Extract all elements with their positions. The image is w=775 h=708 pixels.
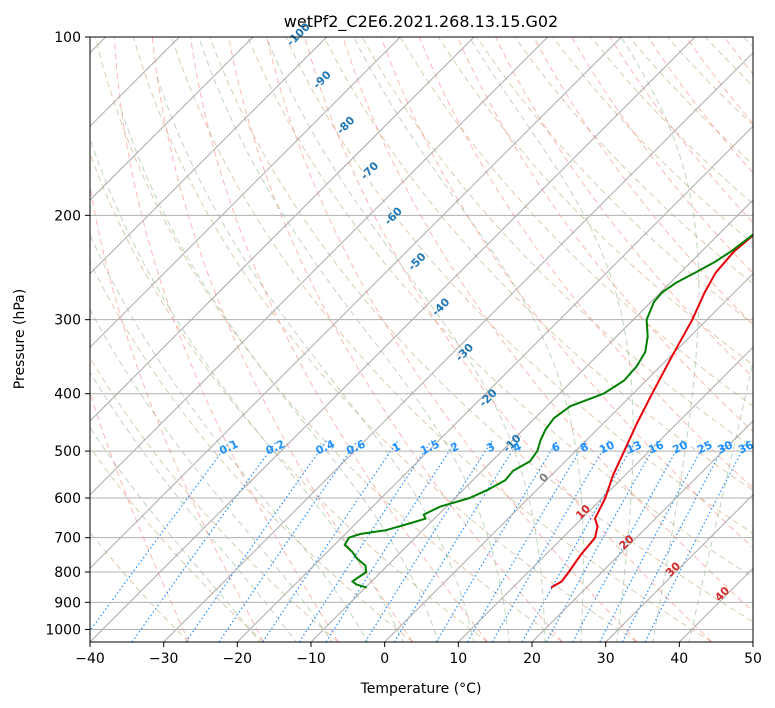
moist-adiabat <box>155 72 475 642</box>
isotherm <box>90 37 549 496</box>
dry-adiabat <box>247 37 753 578</box>
warm-adiabat <box>418 37 753 489</box>
mixing-ratio-line <box>491 440 609 642</box>
dry-adiabat <box>171 37 712 642</box>
plot-area <box>90 37 753 642</box>
mixing-ratio-label: 25 <box>695 438 714 456</box>
x-tick-label: 0 <box>380 651 389 667</box>
dry-adiabat <box>514 37 753 285</box>
y-tick-label: 500 <box>54 444 81 460</box>
mixing-ratio-line <box>545 440 659 642</box>
y-axis-label: Pressure (hPa) <box>12 289 28 389</box>
dry-adiabat <box>94 37 563 642</box>
isotherm <box>90 37 254 201</box>
moist-adiabat <box>90 308 333 642</box>
x-tick-label: 20 <box>523 651 541 667</box>
mixing-ratio-line <box>262 440 399 642</box>
moist-adiabat <box>90 371 297 642</box>
warm-adiabat <box>189 37 488 642</box>
isotherm <box>531 420 753 642</box>
y-axis: 100 200 300 400 500 600 700 800 900 1000 <box>45 30 90 638</box>
y-tick-label: 600 <box>54 491 81 507</box>
x-tick-label: 30 <box>597 651 615 667</box>
moist-adiabat <box>90 233 369 642</box>
moist-adiabat <box>118 104 440 642</box>
x-tick-label: 10 <box>449 651 467 667</box>
isotherm <box>163 51 753 642</box>
y-tick-label: 800 <box>54 565 81 581</box>
y-tick-label: 100 <box>54 30 81 46</box>
y-tick-label: 400 <box>54 387 81 403</box>
sounding-profiles <box>343 233 753 589</box>
dry-adiabat <box>285 37 753 535</box>
isotherm <box>90 37 622 570</box>
isotherm <box>384 272 753 642</box>
mixing-ratio-label: 20 <box>671 438 691 456</box>
mixing-ratio-line <box>466 440 587 642</box>
mixing-ratio-line <box>572 440 683 642</box>
mixing-ratio-line <box>435 440 558 642</box>
isotherm <box>90 37 696 642</box>
warm-adiabat <box>151 37 414 642</box>
mixing-ratio-line <box>90 440 231 632</box>
warm-adiabat <box>228 37 563 642</box>
isotherm <box>457 346 753 642</box>
x-tick-label: 40 <box>670 651 688 667</box>
mixing-ratio-line <box>325 440 457 642</box>
dry-adiabat <box>90 260 414 642</box>
isotherm <box>90 37 475 422</box>
warm-adiabat <box>342 37 753 613</box>
mixing-ratio-line <box>644 440 748 642</box>
x-tick-label: −40 <box>75 651 105 667</box>
isotherm <box>605 493 753 642</box>
x-tick-label: −20 <box>223 651 253 667</box>
moist-adiabat <box>90 426 261 642</box>
dry-adiabat <box>132 37 638 642</box>
y-tick-label: 700 <box>54 531 81 547</box>
mixing-ratio-line <box>131 440 278 642</box>
mixing-ratio-line <box>521 440 637 642</box>
warm-adiabat <box>266 37 638 642</box>
mixing-ratio-line <box>185 440 328 642</box>
mixing-ratio-label: 13 <box>624 438 643 456</box>
x-tick-label: −10 <box>296 651 326 667</box>
dry-adiabat <box>323 37 753 491</box>
mixing-ratio-label: 30 <box>716 438 736 456</box>
y-tick-label: 900 <box>54 595 81 611</box>
x-axis: −40 −30 −20 −10 0 10 20 30 40 50 <box>75 642 762 667</box>
plot-frame <box>89 36 754 643</box>
dry-adiabat <box>90 356 339 642</box>
warm-adiabat <box>90 183 264 642</box>
mixing-ratio-line <box>298 440 432 642</box>
y-tick-label: 200 <box>54 208 81 224</box>
warm-adiabat <box>380 37 753 549</box>
isotherm <box>236 125 753 642</box>
warm-adiabat <box>304 37 713 642</box>
warm-adiabat <box>113 37 339 642</box>
dewpoint-profile <box>343 233 753 589</box>
mixing-ratio-line <box>364 440 493 642</box>
chart-title: wetPf2_C2E6.2021.268.13.15.G02 <box>284 12 558 32</box>
isotherm <box>310 199 753 642</box>
temperature-profile <box>550 234 753 589</box>
mixing-ratio-label: 10 <box>597 438 617 456</box>
y-tick-label: 1000 <box>45 622 81 638</box>
y-tick-label: 300 <box>54 313 81 329</box>
isotherm <box>90 37 401 349</box>
isotherm <box>90 37 328 275</box>
moist-adiabat <box>90 136 404 642</box>
dry-adiabat <box>90 446 264 642</box>
x-tick-label: 50 <box>744 651 762 667</box>
x-axis-label: Temperature (°C) <box>360 681 482 697</box>
mixing-ratio-label: 36 <box>736 438 756 456</box>
dry-adiabat <box>209 37 753 623</box>
x-tick-label: −30 <box>149 651 179 667</box>
dry-adiabat <box>476 37 753 325</box>
mixing-ratio-label: 16 <box>646 438 666 456</box>
